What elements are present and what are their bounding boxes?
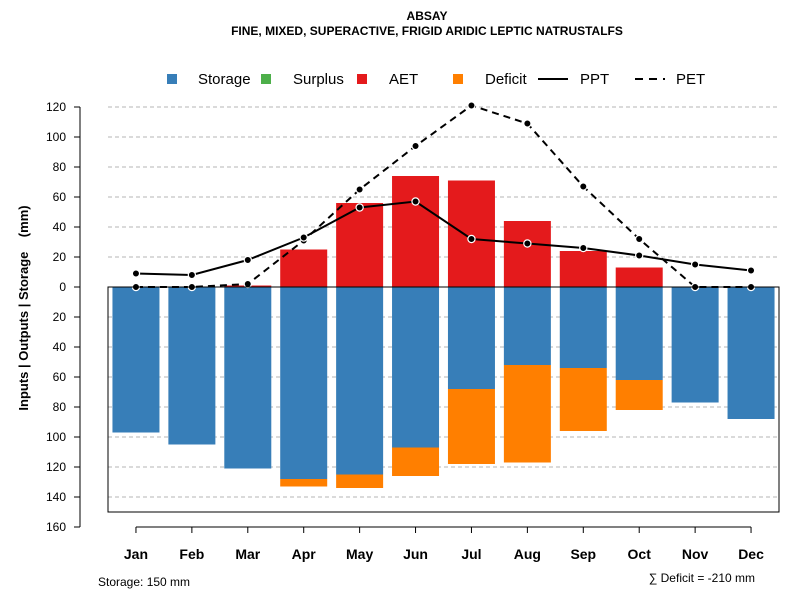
y-tick-label: 160	[46, 520, 66, 534]
ppt-point	[690, 260, 700, 269]
axes: 120 100 80 60 40 20 0 20 40 60 80 100 120 140 160 Jan Fe…	[46, 100, 780, 562]
x-tick-label: Dec	[738, 546, 764, 562]
pet-line	[135, 104, 752, 288]
storage-bar	[447, 287, 495, 389]
pet-point	[355, 185, 364, 194]
storage-bar	[112, 287, 160, 433]
storage-bar	[336, 287, 384, 475]
storage-bar	[503, 287, 551, 365]
bars	[112, 176, 775, 488]
lines	[131, 101, 756, 292]
y-tick-label: 120	[46, 100, 66, 114]
y-tick-label: 20	[53, 250, 67, 264]
y-tick-label: 40	[53, 340, 67, 354]
aet-bar	[615, 267, 663, 287]
x-tick-label: Oct	[628, 546, 652, 562]
y-tick-label: 20	[53, 310, 67, 324]
pet-point	[635, 234, 644, 244]
legend-label-storage: Storage	[198, 71, 251, 88]
chart-title: ABSAY	[407, 9, 448, 23]
storage-bar	[727, 287, 775, 419]
storage-bar	[280, 287, 328, 479]
x-tick-label: Nov	[682, 546, 709, 562]
deficit-note: ∑ Deficit = -210 mm	[649, 571, 755, 585]
x-tick-label: Feb	[179, 546, 204, 562]
legend-label-deficit: Deficit	[485, 71, 528, 88]
legend-label-ppt: PPT	[580, 71, 609, 88]
ppt-point	[411, 197, 420, 206]
deficit-bar	[559, 368, 607, 431]
pet-point	[579, 182, 588, 191]
y-tick-label: 60	[53, 370, 67, 384]
x-tick-label: Jul	[461, 546, 481, 562]
legend-label-surplus: Surplus	[293, 71, 344, 88]
y-tick-label: 40	[53, 220, 67, 234]
storage-bar	[392, 287, 440, 448]
y-tick-label: 80	[53, 400, 67, 414]
pet-point	[467, 101, 476, 110]
ppt-point	[579, 243, 588, 253]
storage-bar	[224, 287, 272, 469]
legend-label-pet: PET	[676, 71, 705, 88]
deficit-bar	[447, 389, 495, 464]
ppt-point	[187, 270, 197, 280]
deficit-bar	[503, 365, 551, 463]
x-tick-label: Apr	[292, 546, 317, 562]
y-tick-label: 0	[59, 280, 66, 294]
legend: Storage Surplus AET Deficit PPT PET	[167, 71, 705, 88]
pet-point	[243, 279, 252, 289]
aet-bar	[447, 180, 495, 287]
x-tick-label: Sep	[570, 546, 596, 562]
ppt-point	[355, 203, 364, 212]
ppt-point	[243, 255, 252, 265]
y-tick-label: 100	[46, 130, 66, 144]
ppt-point	[746, 266, 756, 275]
deficit-bar	[280, 479, 328, 487]
deficit-bar	[336, 474, 384, 488]
aet-bar	[503, 221, 551, 287]
ppt-point	[635, 251, 644, 260]
aet-bar	[280, 249, 328, 287]
ppt-point	[467, 234, 476, 244]
legend-marker-aet	[357, 74, 367, 84]
x-tick-label: Jun	[403, 546, 428, 562]
legend-marker-deficit	[453, 74, 463, 84]
y-axis-label: Inputs | Outputs | Storage (mm)	[16, 205, 31, 410]
x-tick-label: Mar	[235, 546, 260, 562]
ppt-point	[299, 233, 308, 242]
deficit-bar	[392, 447, 440, 476]
pet-point	[411, 141, 420, 151]
x-tick-label: May	[346, 546, 373, 562]
deficit-bar	[615, 380, 663, 410]
storage-bar	[559, 287, 607, 368]
x-tick-label: Jan	[124, 546, 148, 562]
legend-label-aet: AET	[389, 71, 418, 88]
legend-marker-storage	[167, 74, 177, 84]
y-tick-label: 60	[53, 190, 67, 204]
ppt-line	[135, 200, 752, 277]
y-tick-label: 80	[53, 160, 67, 174]
aet-bar	[392, 176, 440, 287]
pet-point	[523, 119, 532, 128]
storage-bar	[671, 287, 719, 403]
legend-marker-surplus	[261, 74, 271, 84]
y-tick-label: 120	[46, 460, 66, 474]
ppt-point	[131, 269, 141, 278]
ppt-point	[523, 239, 532, 248]
aet-bar	[559, 251, 607, 287]
storage-note: Storage: 150 mm	[98, 575, 190, 589]
chart-subtitle: FINE, MIXED, SUPERACTIVE, FRIGID ARIDIC …	[231, 24, 623, 38]
storage-bar	[168, 287, 216, 445]
storage-bar	[615, 287, 663, 380]
x-tick-label: Aug	[514, 546, 541, 562]
y-tick-label: 140	[46, 490, 66, 504]
y-tick-label: 100	[46, 430, 66, 444]
